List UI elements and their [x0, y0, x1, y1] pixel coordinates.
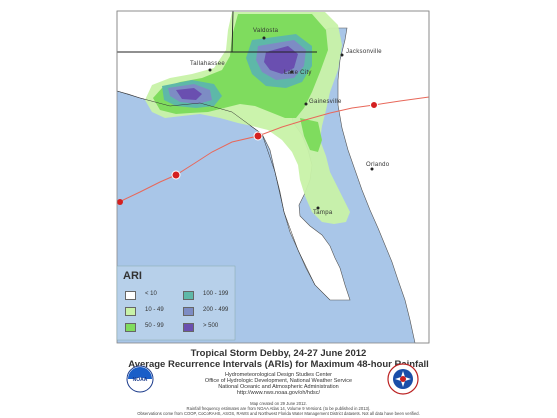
caption-note: Rainfall frequency estimates are from NO… [186, 406, 371, 411]
legend-panel [116, 265, 236, 341]
city-dot-orlando [370, 167, 374, 171]
legend-label: 200 - 499 [203, 307, 229, 313]
city-label-orlando: Orlando [366, 162, 390, 168]
legend-swatch [125, 323, 136, 332]
legend-label: 10 - 49 [145, 307, 164, 313]
track-point-1 [117, 199, 123, 205]
legend-label: 50 - 99 [145, 323, 164, 329]
city-label-jacksonville: Jacksonville [346, 49, 382, 55]
city-dot-lake-city [290, 70, 294, 74]
ari-zone-50-99-south [300, 118, 322, 152]
state-border [117, 10, 317, 53]
legend-swatch [125, 307, 136, 316]
caption-org-line: National Oceanic and Atmospheric Adminis… [218, 384, 339, 390]
city-dot-valdosta [262, 36, 266, 40]
legend-swatch [125, 291, 136, 300]
city-label-gainesville: Gainesville [309, 99, 342, 105]
city-label-valdosta: Valdosta [253, 28, 279, 34]
map-frame [116, 10, 430, 344]
caption-org-line: Hydrometeorological Design Studies Cente… [225, 372, 332, 378]
legend-label: > 500 [203, 323, 219, 329]
track-point-3 [253, 131, 263, 141]
ari-zone-500-plus [176, 46, 298, 100]
caption-note: Map created on 29 June 2012. [250, 401, 307, 406]
track-point-2 [171, 170, 181, 180]
legend-swatch [183, 323, 194, 332]
legend-label: 100 - 199 [203, 291, 229, 297]
legend-swatch [183, 307, 194, 316]
legend-swatch [183, 291, 194, 300]
city-label-tallahassee: Tallahassee [190, 61, 225, 67]
caption-note: Observations come from COOP, CoCoRAHS, A… [137, 411, 420, 416]
city-label-tampa: Tampa [313, 210, 333, 216]
city-dot-jacksonville [340, 53, 344, 57]
svg-text:NOAA: NOAA [133, 377, 148, 383]
city-dot-tampa [316, 206, 320, 210]
track-point-4 [370, 101, 378, 109]
noaa-logo: NOAA [126, 365, 154, 393]
city-dot-gainesville [304, 102, 308, 106]
city-label-lake-city: Lake City [284, 70, 312, 76]
legend-label: < 10 [145, 291, 157, 297]
caption-org-url: http://www.nws.noaa.gov/oh/hdsc/ [236, 390, 321, 396]
caption-title-line2: Average Recurrence Intervals (ARIs) for … [128, 359, 429, 370]
city-dot-tallahassee [208, 68, 212, 72]
caption-org-line: Office of Hydrologic Development, Nation… [204, 378, 353, 384]
legend-title: ARI [123, 270, 142, 282]
nws-logo [387, 363, 419, 395]
caption-title-line1: Tropical Storm Debby, 24-27 June 2012 [190, 348, 367, 359]
